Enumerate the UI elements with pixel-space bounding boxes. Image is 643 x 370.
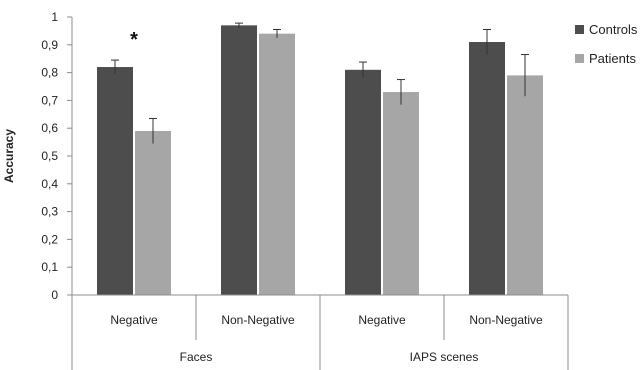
category-labels: Negative Non-Negative Negative Non-Negative [110,313,543,327]
y-tick-label: 0 [51,288,58,302]
category-label: Negative [110,313,158,327]
y-tick-label: 0,9 [41,38,58,52]
annotations: * [130,29,138,51]
y-tick-label: 0,4 [41,177,58,191]
bar [507,75,543,295]
y-tick-label: 0,2 [41,232,58,246]
y-tick-label: 0,1 [41,260,58,274]
y-tick-labels: 0 0,1 0,2 0,3 0,4 0,5 0,6 0,7 0,8 0,9 1 [41,10,58,302]
y-axis [67,16,73,296]
legend-swatch [575,25,584,34]
bar [135,130,171,295]
bar [345,69,381,295]
y-tick-label: 0,3 [41,205,58,219]
bars [97,22,543,296]
y-tick-label: 0,6 [41,121,58,135]
group-label: IAPS scenes [410,350,479,364]
bar [259,33,295,296]
legend: Controls Patients [575,22,638,66]
legend-swatch [575,54,584,63]
x-axis [71,294,569,370]
y-tick-label: 0,5 [41,149,58,163]
group-label: Faces [180,350,213,364]
category-label: Non-Negative [469,313,543,327]
legend-label: Patients [589,51,636,66]
bar [97,67,133,295]
bar [221,25,257,296]
bar [383,92,419,295]
y-axis-label: Accuracy [2,129,16,183]
significance-marker: * [130,29,138,51]
legend-label: Controls [589,22,638,37]
category-label: Non-Negative [221,313,295,327]
y-tick-label: 1 [51,10,58,24]
group-labels: Faces IAPS scenes [180,350,479,364]
bar [469,42,505,295]
y-tick-label: 0,7 [41,93,58,107]
y-tick-label: 0,8 [41,66,58,80]
category-label: Negative [358,313,406,327]
